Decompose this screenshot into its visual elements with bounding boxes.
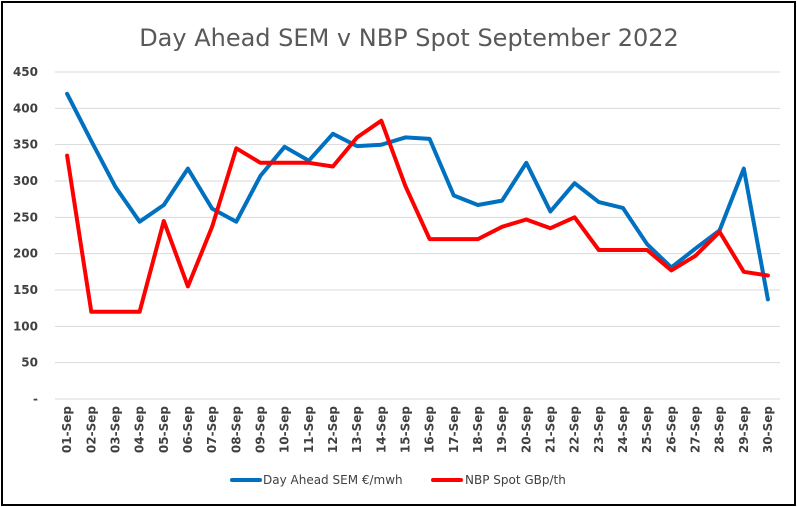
x-tick-label: 26-Sep — [664, 406, 678, 453]
x-tick-label: 13-Sep — [350, 406, 364, 453]
x-tick-label: 11-Sep — [302, 406, 316, 453]
x-tick-label: 20-Sep — [519, 406, 533, 453]
y-tick-label: 150 — [13, 283, 38, 297]
legend-label: Day Ahead SEM €/mwh — [263, 473, 403, 487]
series-lines — [65, 91, 770, 314]
x-tick-label: 23-Sep — [592, 406, 606, 453]
x-tick-label: 22-Sep — [568, 406, 582, 453]
x-tick-label: 17-Sep — [447, 406, 461, 453]
y-tick-label: 200 — [13, 247, 38, 261]
y-tick-label: - — [33, 392, 38, 406]
chart-title: Day Ahead SEM v NBP Spot September 2022 — [139, 24, 679, 52]
x-tick-label: 25-Sep — [640, 406, 654, 453]
x-tick-label: 10-Sep — [278, 406, 292, 453]
y-tick-label: 250 — [13, 210, 38, 224]
series-line-2 — [65, 118, 770, 314]
x-tick-label: 05-Sep — [157, 406, 171, 453]
x-tick-label: 28-Sep — [713, 406, 727, 453]
y-tick-label: 300 — [13, 174, 38, 188]
x-tick-label: 07-Sep — [205, 406, 219, 453]
y-tick-label: 400 — [13, 101, 38, 115]
x-tick-label: 18-Sep — [471, 406, 485, 453]
x-tick-label: 15-Sep — [398, 406, 412, 453]
y-tick-label: 50 — [21, 356, 38, 370]
x-tick-label: 06-Sep — [181, 406, 195, 453]
y-tick-label: 100 — [13, 319, 38, 333]
x-tick-label: 30-Sep — [761, 406, 775, 453]
x-tick-label: 14-Sep — [374, 406, 388, 453]
x-tick-label: 04-Sep — [133, 406, 147, 453]
x-axis-ticks: 01-Sep 02-Sep 03-Sep 04-Sep 05-Sep 06-Sep 07-S… — [60, 406, 775, 453]
x-tick-label: 09-Sep — [253, 406, 267, 453]
x-tick-label: 02-Sep — [84, 406, 98, 453]
legend-label: NBP Spot GBp/th — [465, 473, 566, 487]
legend: Day Ahead SEM €/mwh NBP Spot GBp/th — [230, 473, 566, 487]
x-tick-label: 08-Sep — [229, 406, 243, 453]
x-tick-label: 29-Sep — [737, 406, 751, 453]
x-tick-label: 27-Sep — [688, 406, 702, 453]
gridlines — [55, 71, 780, 400]
x-tick-label: 24-Sep — [616, 406, 630, 453]
y-tick-label: 350 — [13, 138, 38, 152]
x-tick-label: 21-Sep — [543, 406, 557, 453]
x-tick-label: 01-Sep — [60, 406, 74, 453]
y-tick-label: 450 — [13, 65, 38, 79]
series-line-1 — [65, 91, 770, 302]
x-tick-label: 19-Sep — [495, 406, 509, 453]
x-tick-label: 12-Sep — [326, 406, 340, 453]
y-axis-ticks: - 50 100 150 200 250 300 350 400 450 — [13, 65, 38, 406]
x-tick-label: 03-Sep — [108, 406, 122, 453]
x-tick-label: 16-Sep — [423, 406, 437, 453]
